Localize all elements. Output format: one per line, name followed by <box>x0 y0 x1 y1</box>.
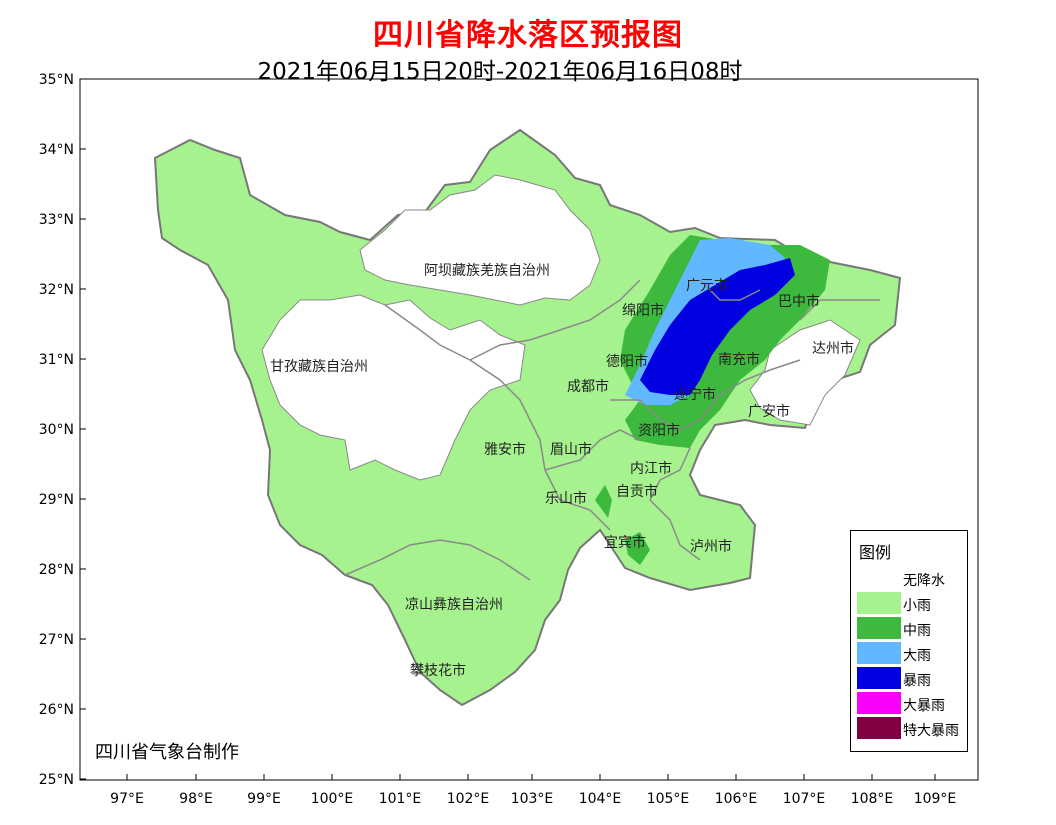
legend-label: 中雨 <box>903 623 931 639</box>
region-label-guangan: 广安市 <box>748 403 790 420</box>
legend-swatch <box>857 567 901 589</box>
legend-swatch <box>857 692 901 714</box>
lat-tick-label: 35°N <box>39 72 74 88</box>
region-label-ganzi: 甘孜藏族自治州 <box>270 359 368 375</box>
no-rain-area-aba <box>359 174 601 306</box>
legend-swatch <box>857 717 901 739</box>
lat-tick-label: 26°N <box>39 702 74 718</box>
region-label-zigong: 自贡市 <box>616 483 658 500</box>
lat-tick-label: 30°N <box>39 422 74 438</box>
lon-tick-label: 98°E <box>179 791 213 807</box>
lon-tick-label: 99°E <box>247 791 281 807</box>
lat-tick-label: 31°N <box>39 352 74 368</box>
no-rain-area-east <box>749 319 861 426</box>
lon-tick-label: 103°E <box>511 791 554 807</box>
lon-tick-label: 105°E <box>647 791 690 807</box>
legend-item: 暴雨 <box>857 667 967 689</box>
legend-label: 特大暴雨 <box>903 723 959 739</box>
lon-tick-label: 108°E <box>851 791 894 807</box>
no-rain-area-ganzi <box>261 294 526 481</box>
region-label-chengdu: 成都市 <box>567 378 609 395</box>
lat-tick-label: 32°N <box>39 282 74 298</box>
lat-tick-label: 33°N <box>39 212 74 228</box>
legend-item: 中雨 <box>857 617 967 639</box>
lat-tick-label: 34°N <box>39 142 74 158</box>
region-label-luzhou: 泸州市 <box>690 538 732 555</box>
lat-tick-marks <box>80 78 86 780</box>
region-label-yaan: 雅安市 <box>484 441 526 458</box>
legend-item: 大暴雨 <box>857 692 967 714</box>
legend-title: 图例 <box>859 543 892 562</box>
lon-tick-label: 109°E <box>914 791 957 807</box>
region-label-leshan: 乐山市 <box>545 490 587 507</box>
region-label-aba: 阿坝藏族羌族自治州 <box>424 263 550 279</box>
region-label-panzhihua: 攀枝花市 <box>410 662 466 679</box>
lat-tick-label: 27°N <box>39 632 74 648</box>
legend-label: 暴雨 <box>903 673 931 689</box>
lon-tick-label: 101°E <box>379 791 422 807</box>
credit-text: 四川省气象台制作 <box>95 742 239 763</box>
legend: 图例 无降水 小雨 中雨 大雨 暴雨 大暴雨 特大暴雨 <box>850 530 968 752</box>
region-label-deyang: 德阳市 <box>606 353 648 370</box>
region-label-guangyuan: 广元市 <box>686 277 728 294</box>
lat-tick-label: 25°N <box>39 772 74 788</box>
lon-tick-label: 97°E <box>110 791 144 807</box>
legend-item: 大雨 <box>857 642 967 664</box>
lat-tick-label: 29°N <box>39 492 74 508</box>
legend-swatch <box>857 667 901 689</box>
map-title: 四川省降水落区预报图 <box>373 18 683 53</box>
region-label-bazhong: 巴中市 <box>778 293 820 310</box>
legend-swatch <box>857 617 901 639</box>
region-label-yibin: 宜宾市 <box>604 534 646 551</box>
lon-tick-label: 102°E <box>447 791 490 807</box>
legend-item: 小雨 <box>857 592 967 614</box>
region-labels: 阿坝藏族羌族自治州 甘孜藏族自治州 绵阳市 广元市 巴中市 达州市 德阳市 南充… <box>270 263 854 679</box>
region-label-suining: 遂宁市 <box>674 386 716 403</box>
lon-tick-label: 100°E <box>311 791 354 807</box>
legend-label: 无降水 <box>903 573 945 589</box>
region-label-mianyang: 绵阳市 <box>622 302 664 319</box>
lon-tick-label: 106°E <box>715 791 758 807</box>
legend-label: 大暴雨 <box>903 698 945 714</box>
region-label-ziyang: 资阳市 <box>638 422 680 439</box>
legend-label: 大雨 <box>903 648 931 664</box>
region-label-dazhou: 达州市 <box>812 340 854 357</box>
lon-tick-marks <box>126 774 936 780</box>
lat-tick-label: 28°N <box>39 562 74 578</box>
legend-swatch <box>857 592 901 614</box>
moderate-rain-patch-yibin <box>625 532 650 565</box>
map-subtitle: 2021年06月15日20时-2021年06月16日08时 <box>257 59 743 85</box>
region-label-nanchong: 南充市 <box>718 351 760 368</box>
legend-swatch <box>857 642 901 664</box>
legend-label: 小雨 <box>903 598 931 614</box>
lon-tick-labels: 97°E 98°E 99°E 100°E 101°E 102°E 103°E 1… <box>110 791 956 807</box>
region-label-neijiang: 内江市 <box>630 460 672 477</box>
region-label-liangshan: 凉山彝族自治州 <box>405 597 503 613</box>
moderate-rain-patch-south <box>595 485 612 518</box>
legend-item: 无降水 <box>857 567 967 589</box>
lat-tick-labels: 35°N 34°N 33°N 32°N 31°N 30°N 29°N 28°N … <box>39 72 74 788</box>
prefecture-boundaries <box>344 279 880 581</box>
region-label-meishan: 眉山市 <box>550 441 592 458</box>
lon-tick-label: 107°E <box>783 791 826 807</box>
lon-tick-label: 104°E <box>579 791 622 807</box>
legend-item: 特大暴雨 <box>857 717 967 739</box>
